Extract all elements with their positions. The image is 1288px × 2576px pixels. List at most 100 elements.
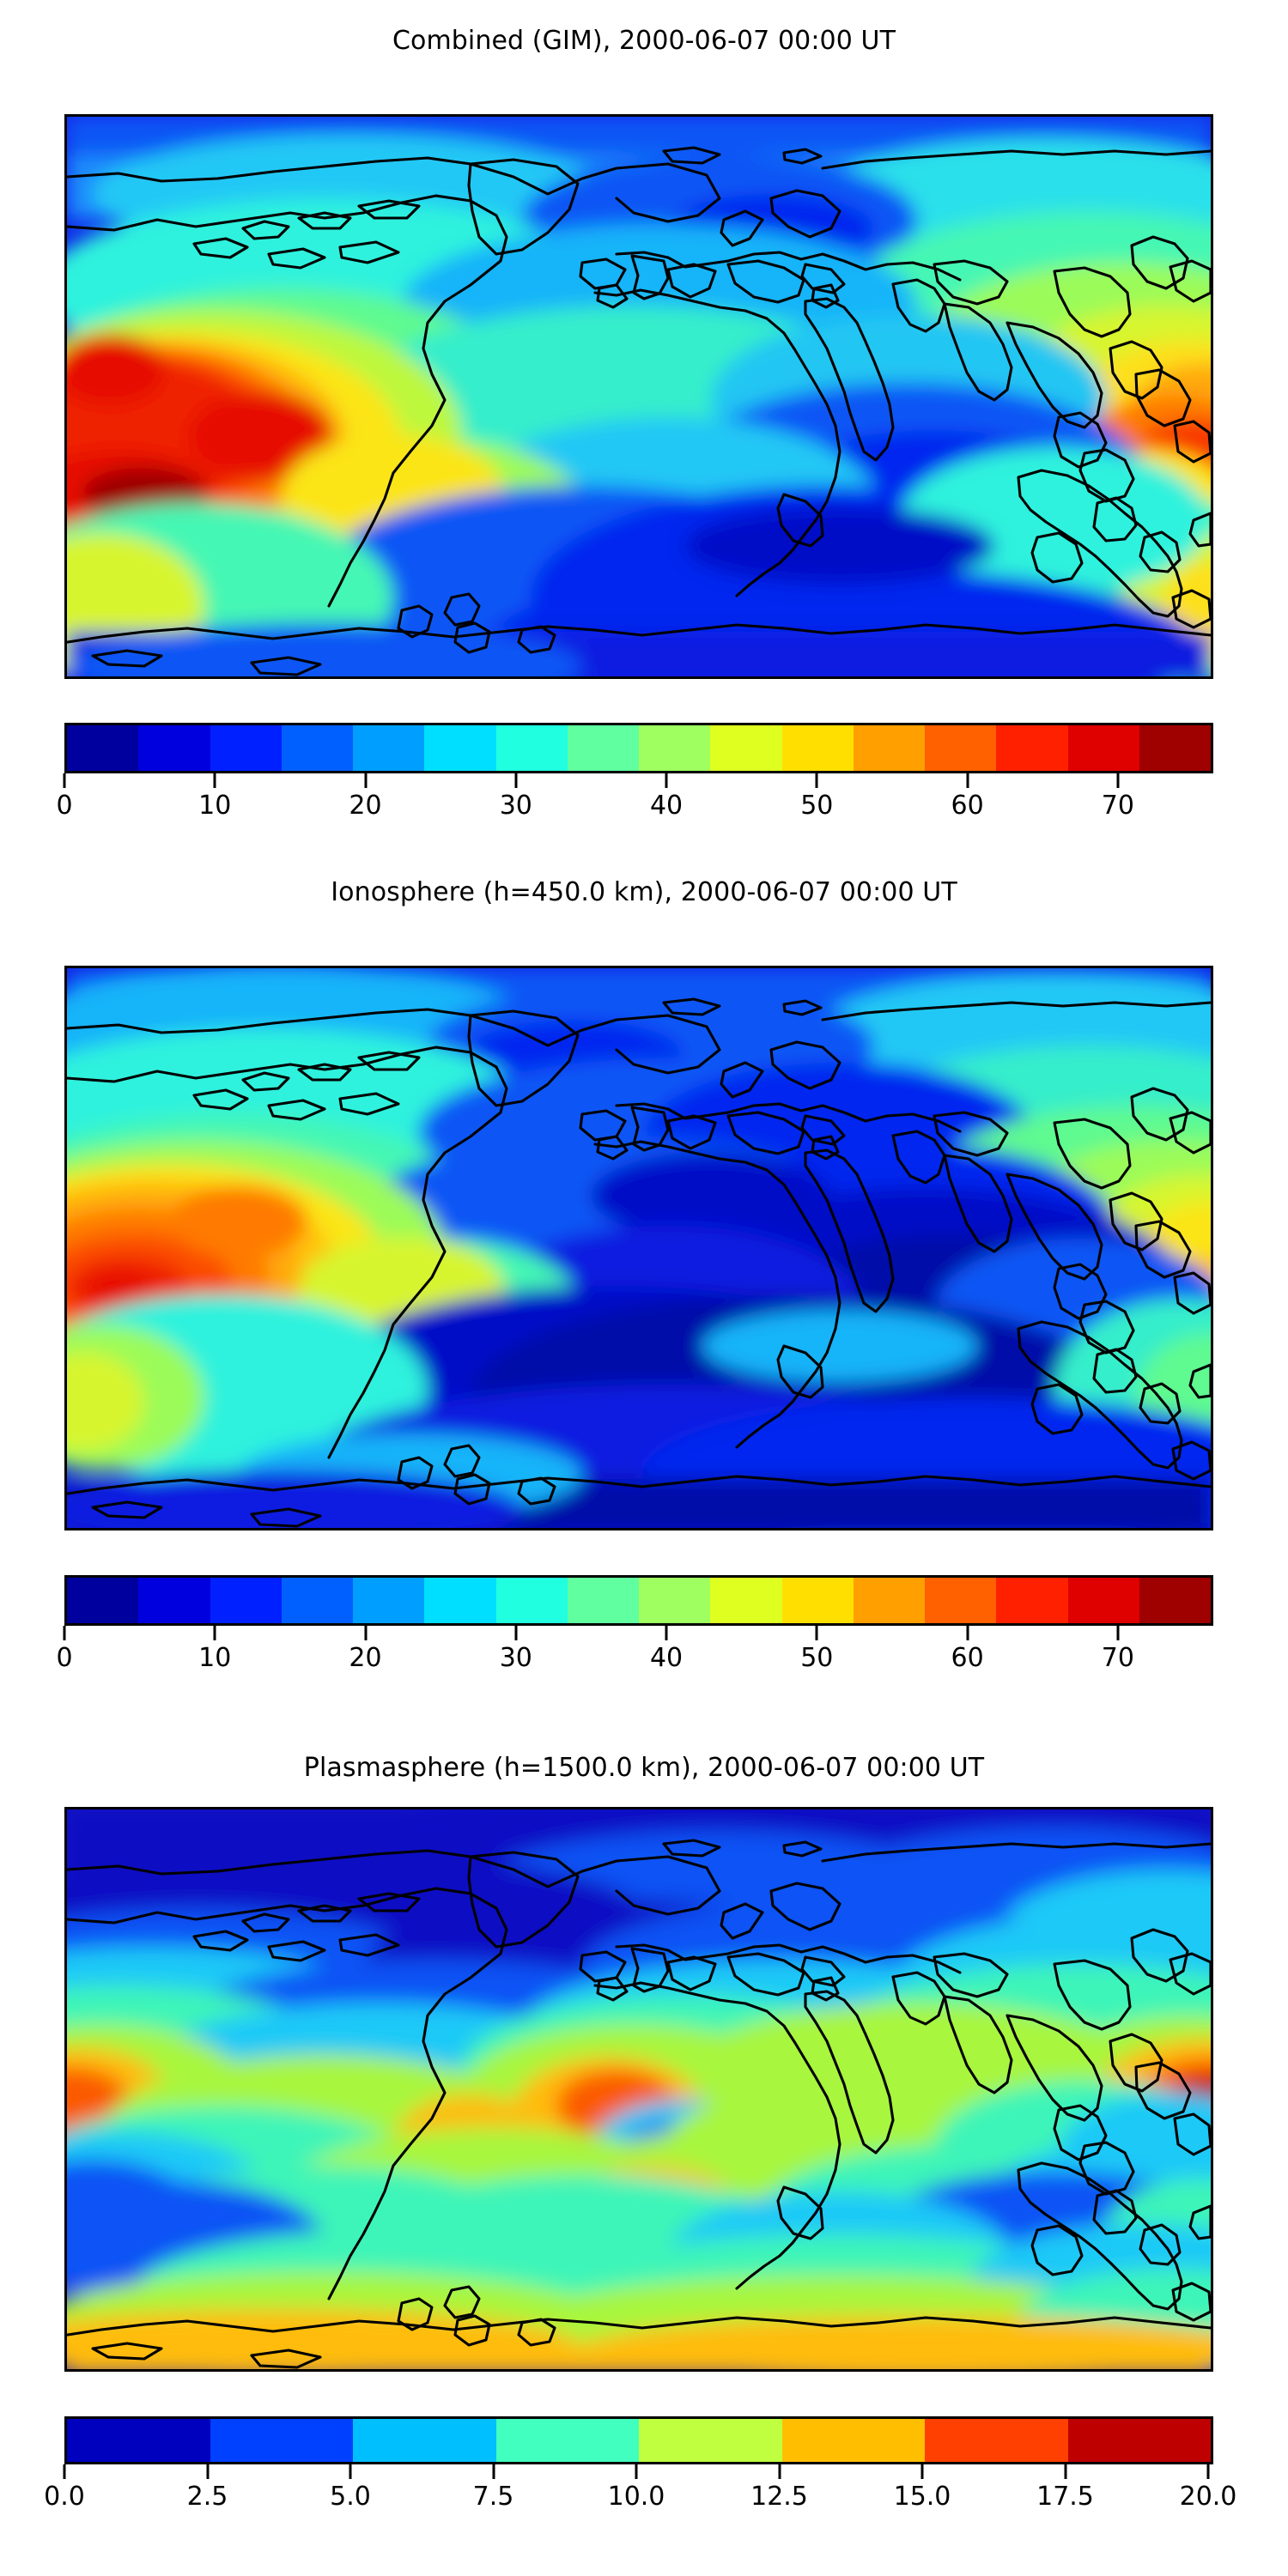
colorbar-band (781, 2419, 925, 2462)
colorbar-tick-label: 40 (649, 791, 683, 821)
colorbar-tick (665, 1626, 668, 1640)
colorbar-tick-label: 30 (499, 1643, 532, 1673)
colorbar-tick (514, 1626, 518, 1640)
colorbar-tick-label: 0 (56, 791, 73, 821)
colorbar-band (925, 2419, 1068, 2462)
colorbar-band (925, 725, 997, 771)
colorbar-band (567, 725, 639, 771)
colorbar-tick-label: 0 (56, 1643, 73, 1673)
colorbar-tick (213, 773, 216, 788)
colorbar-band (1067, 725, 1139, 771)
colorbar-tick-label: 60 (951, 1643, 984, 1673)
colorbar-tick (635, 2464, 638, 2479)
colorbar-ticks-3: 0.0 2.5 5.0 7.5 10.0 12.5 15.0 17.5 20.0 (44, 2464, 1236, 2576)
colorbar-ticks-2: 0 10 20 30 40 50 60 70 (56, 1626, 1208, 1737)
colorbar-tick-label: 0.0 (44, 2482, 85, 2512)
colorbar-tick (1116, 1626, 1120, 1640)
colorbar-tick (966, 773, 969, 788)
colorbar-tick (213, 1626, 216, 1640)
colorbar-band (138, 725, 210, 771)
colorbar-gradient-1[interactable] (64, 723, 1213, 773)
panel-plasmasphere: Plasmasphere (h=1500.0 km), 2000-06-07 0… (0, 1700, 1288, 2575)
colorbar-band (781, 725, 854, 771)
colorbar-gradient-2[interactable] (64, 1575, 1213, 1626)
colorbar-tick (815, 1626, 818, 1640)
colorbar-tick-label: 10 (198, 791, 232, 821)
colorbar-band (210, 2419, 353, 2462)
colorbar-band (1139, 1578, 1211, 1623)
colorbar-band (281, 725, 353, 771)
colorbar-tick (63, 773, 66, 788)
colorbar-band (424, 725, 496, 771)
colorbar-tick-label: 60 (951, 791, 984, 821)
colorbar-plasmasphere: 0.0 2.5 5.0 7.5 10.0 12.5 15.0 17.5 20.0 (44, 2416, 1236, 2528)
colorbar-tick (63, 1626, 66, 1640)
colorbar-tick (1064, 2464, 1066, 2479)
colorbar-ionosphere: 0 10 20 30 40 50 60 70 (56, 1575, 1213, 1687)
colorbar-band (67, 725, 139, 771)
colorbar-band (353, 725, 425, 771)
map-combined-gim[interactable] (64, 114, 1213, 679)
page-title: Ionosphere (h=450.0 km), 2000-06-07 00:0… (331, 877, 957, 907)
colorbar-tick (665, 773, 668, 788)
page-title: Combined (GIM), 2000-06-07 00:00 UT (392, 26, 896, 56)
colorbar-tick (514, 773, 518, 788)
colorbar-ticks-1: 0 10 20 30 40 50 60 70 (56, 773, 1208, 885)
colorbar-tick-label: 5.0 (330, 2482, 371, 2512)
map-canvas-3 (67, 1809, 1211, 2369)
colorbar-band (281, 1578, 353, 1623)
map-ionosphere[interactable] (64, 966, 1213, 1530)
colorbar-tick (1206, 2464, 1210, 2479)
colorbar-band (353, 1578, 425, 1623)
colorbar-tick (364, 1626, 368, 1640)
colorbar-tick (63, 2464, 66, 2479)
colorbar-band (710, 1578, 782, 1623)
colorbar-tick-label: 70 (1101, 1643, 1134, 1673)
colorbar-tick-label: 20 (349, 1643, 382, 1673)
colorbar-band (67, 1578, 139, 1623)
colorbar-band (996, 1578, 1068, 1623)
colorbar-tick-label: 12.5 (750, 2482, 808, 2512)
colorbar-tick-label: 15.0 (893, 2482, 951, 2512)
colorbar-band (210, 725, 282, 771)
colorbar-band (996, 725, 1068, 771)
colorbar-tick-label: 10.0 (607, 2482, 665, 2512)
colorbar-tick (364, 773, 368, 788)
colorbar-tick-label: 50 (800, 791, 834, 821)
panel-combined-gim: Combined (GIM), 2000-06-07 00:00 UT (0, 0, 1288, 858)
colorbar-tick-label: 17.5 (1036, 2482, 1094, 2512)
colorbar-band (853, 725, 925, 771)
colorbar-tick-label: 40 (649, 1643, 683, 1673)
map-canvas-2 (67, 968, 1211, 1528)
colorbar-band (853, 1578, 925, 1623)
colorbar-band (495, 2419, 639, 2462)
colorbar-band (353, 2419, 496, 2462)
colorbar-band (639, 1578, 711, 1623)
colorbar-tick (1116, 773, 1120, 788)
colorbar-tick-label: 7.5 (472, 2482, 514, 2512)
colorbar-tick (815, 773, 818, 788)
colorbar-band (639, 2419, 782, 2462)
colorbar-tick (778, 2464, 781, 2479)
colorbar-band (781, 1578, 854, 1623)
colorbar-tick (920, 2464, 924, 2479)
colorbar-tick-label: 2.5 (186, 2482, 228, 2512)
colorbar-band (925, 1578, 997, 1623)
colorbar-band (1067, 1578, 1139, 1623)
colorbar-tick-label: 70 (1101, 791, 1134, 821)
colorbar-band (138, 1578, 210, 1623)
colorbar-band (67, 2419, 210, 2462)
map-canvas-1 (67, 117, 1211, 676)
colorbar-tick-label: 10 (198, 1643, 232, 1673)
panel-ionosphere: Ionosphere (h=450.0 km), 2000-06-07 00:0… (0, 850, 1288, 1708)
colorbar-tick (966, 1626, 969, 1640)
colorbar-band (424, 1578, 496, 1623)
colorbar-band (210, 1578, 282, 1623)
colorbar-tick (206, 2464, 209, 2479)
colorbar-combined-gim: 0 10 20 30 40 50 60 70 (56, 723, 1213, 834)
colorbar-band (1139, 725, 1211, 771)
colorbar-gradient-3[interactable] (64, 2416, 1213, 2464)
colorbar-tick (492, 2464, 495, 2479)
map-plasmasphere[interactable] (64, 1807, 1213, 2372)
colorbar-tick-label: 50 (800, 1643, 834, 1673)
